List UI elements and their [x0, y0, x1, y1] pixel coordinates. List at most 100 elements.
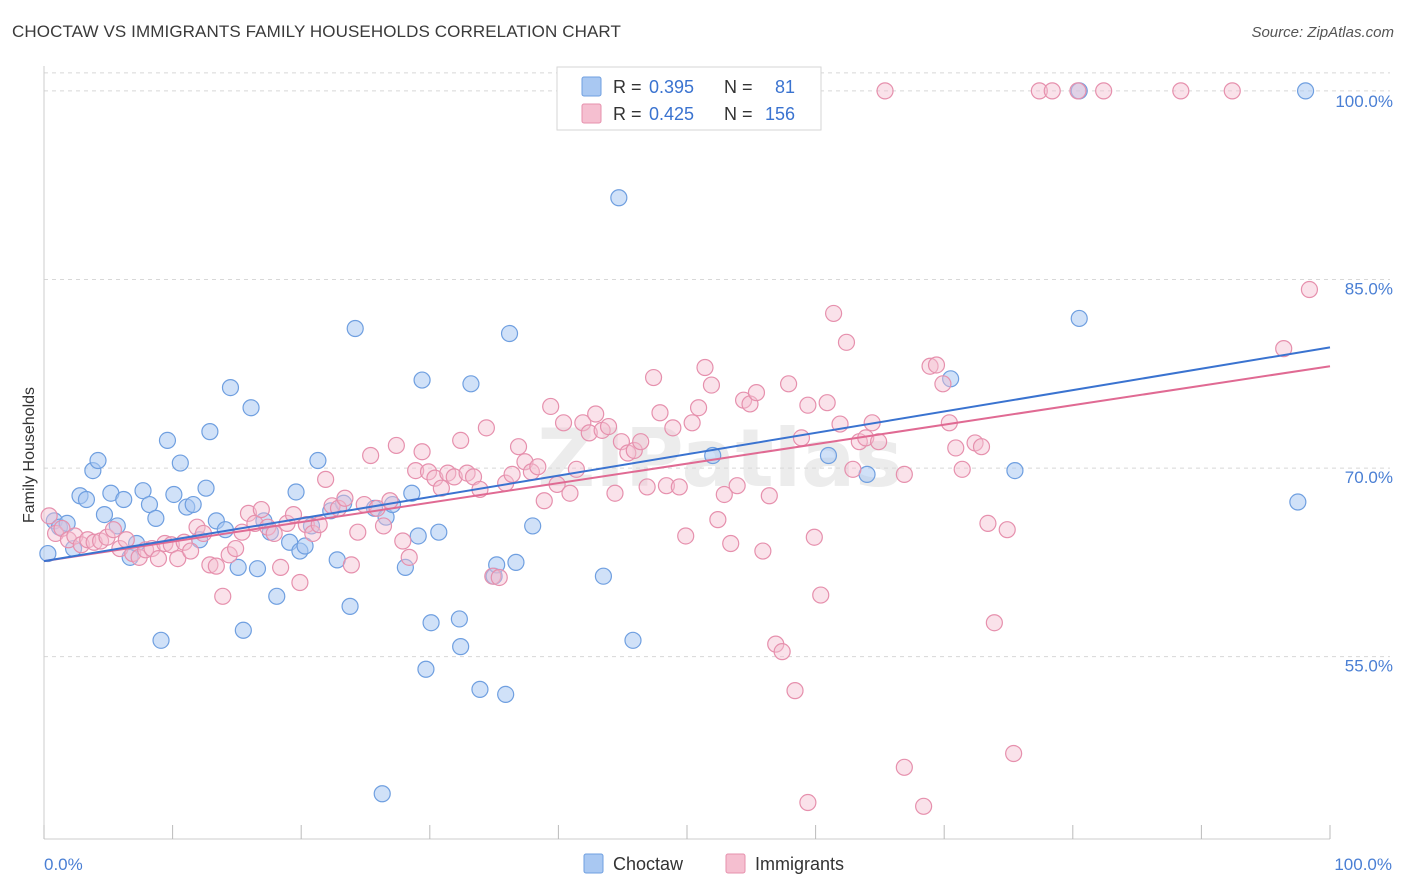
immigrants-point — [715, 485, 733, 504]
immigrants-point — [1005, 744, 1023, 763]
choctaw-points — [39, 82, 1315, 803]
immigrants-point — [1223, 82, 1241, 100]
immigrants-point — [786, 682, 804, 700]
immigrants-point — [825, 304, 843, 323]
legend-swatch — [581, 76, 602, 97]
choctaw-point — [462, 375, 480, 393]
immigrants-point — [927, 356, 946, 374]
immigrants-point — [580, 424, 598, 442]
series-legend: Choctaw Immigrants — [583, 853, 844, 874]
choctaw-point — [229, 558, 247, 577]
immigrants-point — [812, 586, 830, 604]
choctaw-point — [430, 523, 448, 541]
trend-lines — [43, 346, 1331, 563]
immigrants-point — [374, 517, 393, 535]
choctaw-point — [507, 553, 525, 571]
choctaw-point — [309, 451, 327, 470]
immigrants-point — [895, 758, 913, 776]
choctaw-point — [165, 485, 183, 504]
immigrants-point — [702, 376, 721, 394]
immigrants-point — [760, 487, 778, 505]
immigrants-point — [754, 542, 772, 560]
choctaw-point — [1296, 82, 1315, 100]
immigrants-point — [490, 568, 508, 587]
immigrants-point — [799, 793, 817, 812]
immigrants-point — [689, 399, 708, 417]
choctaw-point — [197, 479, 215, 497]
immigrants-points — [40, 82, 1319, 815]
choctaw-point — [422, 614, 440, 632]
legend-label-choctaw: Choctaw — [613, 854, 684, 874]
choctaw-point — [409, 527, 427, 545]
choctaw-point — [413, 371, 431, 389]
immigrants-point — [426, 469, 444, 487]
immigrants-point — [670, 478, 688, 496]
choctaw-point — [89, 451, 107, 470]
choctaw-point — [147, 509, 165, 527]
y-tick-labels: 55.0% 70.0% 85.0% 100.0% — [1335, 92, 1393, 676]
immigrants-point — [477, 419, 495, 437]
immigrants-point — [638, 478, 656, 496]
choctaw-point — [594, 567, 613, 585]
choctaw-point — [471, 680, 489, 698]
immigrants-point — [651, 404, 669, 422]
immigrants-point — [169, 550, 187, 568]
immigrants-point — [227, 539, 245, 558]
choctaw-point — [77, 490, 96, 509]
choctaw-point — [497, 685, 515, 704]
choctaw-point — [134, 482, 152, 500]
immigrants-point — [394, 532, 412, 550]
immigrants-point — [709, 511, 727, 529]
y-tick-label: 55.0% — [1345, 657, 1393, 676]
immigrants-point — [632, 433, 650, 451]
choctaw-point — [624, 631, 642, 649]
choctaw-point — [140, 495, 159, 514]
legend-r-value: 0.425 — [649, 104, 694, 124]
immigrants-point — [625, 441, 643, 460]
legend-swatch-immigrants — [725, 853, 746, 874]
choctaw-point — [373, 785, 391, 803]
immigrants-point — [400, 548, 418, 566]
immigrants-point — [574, 414, 592, 432]
immigrants-point — [567, 460, 586, 478]
immigrants-point — [214, 587, 232, 605]
immigrants-point — [336, 489, 354, 507]
immigrants-point — [407, 461, 425, 480]
immigrants-point — [728, 477, 746, 495]
legend-label-immigrants: Immigrants — [755, 854, 844, 874]
immigrants-point — [542, 397, 560, 416]
legend-r-value: 0.395 — [649, 77, 694, 97]
choctaw-point — [152, 631, 170, 649]
immigrants-point — [773, 643, 791, 661]
immigrants-point — [484, 567, 502, 585]
choctaw-point — [396, 558, 414, 577]
immigrants-trend-line — [43, 365, 1331, 563]
x-tick-labels: 0.0% 100.0% — [44, 855, 1392, 874]
choctaw-point — [287, 483, 305, 501]
choctaw-point — [39, 544, 57, 563]
choctaw-point — [248, 560, 267, 578]
immigrants-point — [149, 550, 168, 568]
immigrants-point — [201, 556, 219, 574]
choctaw-point — [242, 399, 260, 417]
immigrants-point — [1069, 82, 1087, 100]
immigrants-point — [985, 614, 1003, 632]
axes — [43, 66, 1331, 840]
legend-r-label: R = — [613, 104, 642, 124]
choctaw-point — [819, 446, 838, 465]
immigrants-point — [1300, 280, 1319, 299]
choctaw-point — [115, 490, 133, 509]
immigrants-point — [40, 507, 58, 525]
legend-n-value: 156 — [765, 104, 795, 124]
immigrants-point — [876, 82, 894, 100]
x-tick-label: 0.0% — [44, 855, 83, 874]
y-tick-label: 70.0% — [1345, 468, 1393, 487]
immigrants-point — [1275, 340, 1293, 358]
immigrants-point — [657, 477, 676, 495]
choctaw-point — [1289, 493, 1307, 511]
immigrants-point — [342, 556, 360, 574]
immigrants-point — [66, 527, 84, 545]
immigrants-point — [587, 405, 605, 423]
immigrants-point — [362, 446, 380, 465]
